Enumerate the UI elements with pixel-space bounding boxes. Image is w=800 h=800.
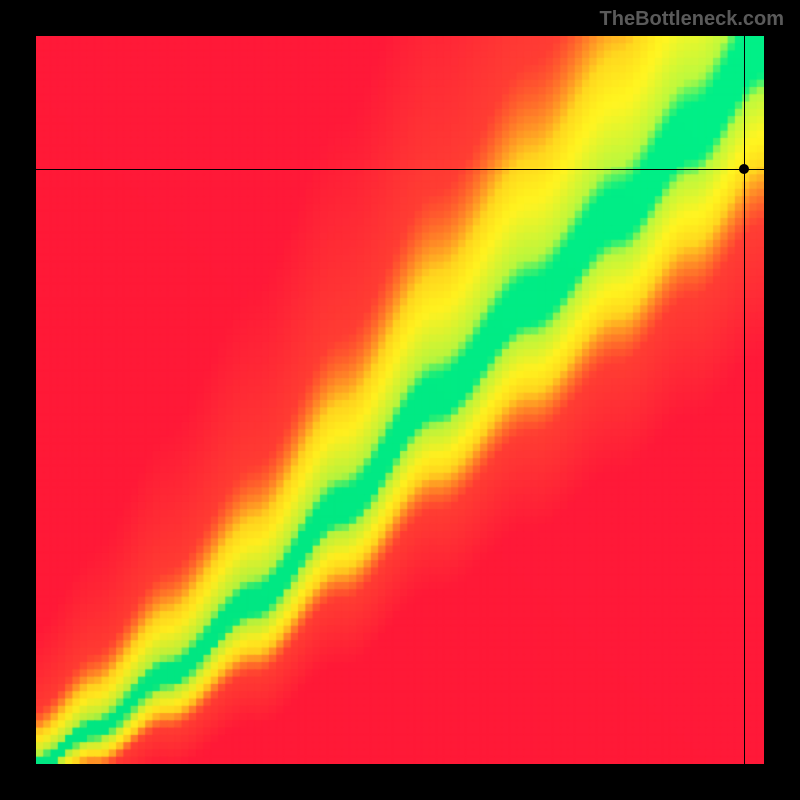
crosshair-horizontal (36, 169, 764, 170)
crosshair-vertical (744, 36, 745, 764)
heatmap-canvas (36, 36, 764, 764)
heatmap-plot (36, 36, 764, 764)
watermark-text: TheBottleneck.com (600, 8, 784, 31)
marker-dot (739, 164, 749, 174)
